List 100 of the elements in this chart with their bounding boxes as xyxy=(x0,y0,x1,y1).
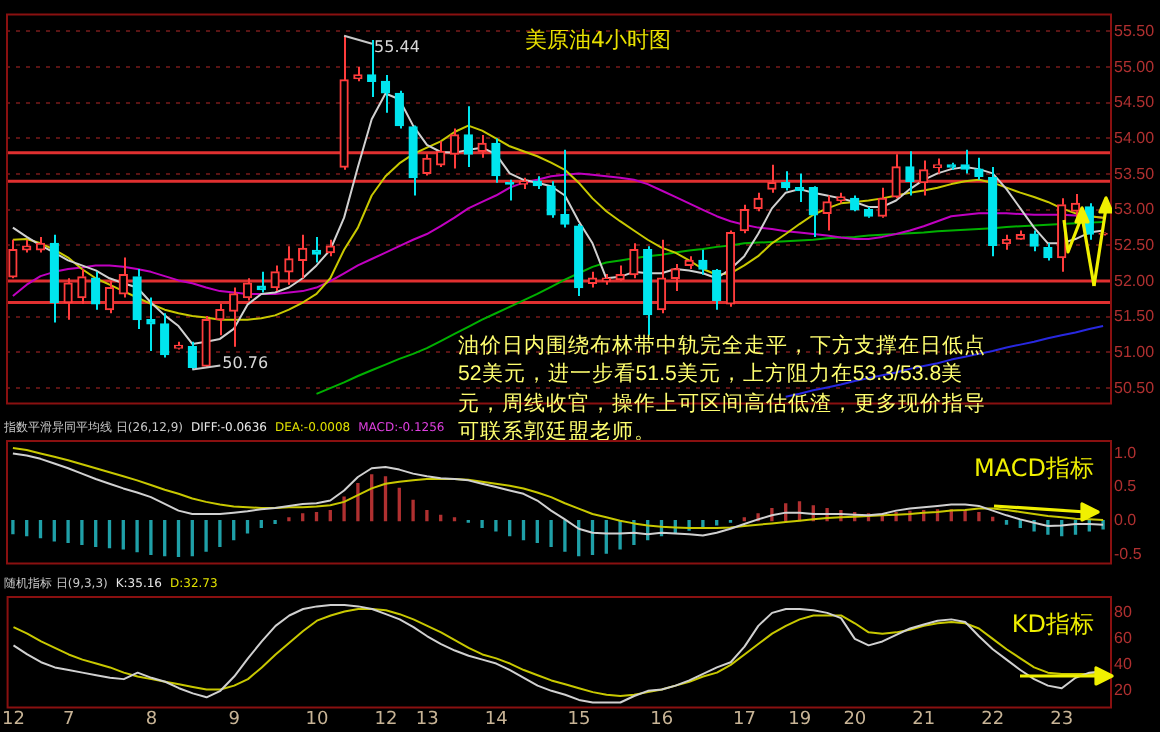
y-tick-label: -0.5 xyxy=(1114,544,1143,563)
candlestick xyxy=(877,186,887,217)
y-tick-label: 52.00 xyxy=(1114,271,1156,290)
y-tick-label: 51.50 xyxy=(1114,307,1156,326)
candlestick xyxy=(546,180,556,219)
y-tick-label: 0.0 xyxy=(1114,511,1138,530)
candlestick xyxy=(132,268,142,330)
candlestick xyxy=(118,256,128,299)
y-tick-label: 1.0 xyxy=(1114,443,1138,462)
candlestick xyxy=(946,161,956,171)
y-tick-label: 0.5 xyxy=(1114,477,1138,496)
y-tick-label: 20 xyxy=(1114,681,1133,700)
candlestick xyxy=(22,238,32,254)
candlestick xyxy=(822,194,832,232)
x-tick-label: 10 xyxy=(305,709,329,730)
x-tick-label: 13 xyxy=(415,709,439,730)
candlestick xyxy=(477,133,487,159)
x-tick-label: 14 xyxy=(484,709,509,730)
candlestick xyxy=(615,264,625,281)
y-tick-label: 55.50 xyxy=(1114,21,1156,40)
candlestick xyxy=(104,280,115,315)
candlestick xyxy=(270,264,280,293)
candlestick xyxy=(229,286,239,348)
candlestick xyxy=(49,233,59,324)
candlestick xyxy=(891,153,901,198)
candlestick xyxy=(739,203,749,235)
y-tick-label: 50.50 xyxy=(1114,378,1156,397)
y-tick-label: 60 xyxy=(1114,629,1133,648)
candlestick xyxy=(684,255,694,270)
candlestick xyxy=(574,223,584,298)
x-tick-label: 20 xyxy=(843,709,867,730)
x-tick-label: 12 xyxy=(2,709,25,730)
candlestick xyxy=(256,270,266,294)
candlestick xyxy=(187,340,197,371)
candlestick xyxy=(408,126,418,197)
x-tick-label: 12 xyxy=(374,709,398,730)
candlestick xyxy=(919,159,929,197)
candlestick xyxy=(394,89,404,130)
candlestick xyxy=(367,39,377,99)
candlestick xyxy=(422,153,432,177)
candlestick xyxy=(463,105,473,168)
y-tick-label: 51.00 xyxy=(1114,342,1156,361)
candlestick xyxy=(146,296,156,353)
candlestick xyxy=(284,245,294,286)
x-tick-label: 9 xyxy=(228,709,241,730)
annotation: 50.76 xyxy=(222,353,269,372)
y-tick-label: 55.00 xyxy=(1114,57,1156,76)
x-tick-label: 22 xyxy=(981,709,1005,730)
x-tick-label: 8 xyxy=(145,709,158,730)
candlestick xyxy=(160,312,170,359)
x-tick-label: 23 xyxy=(1050,709,1074,730)
candlestick xyxy=(1029,229,1039,253)
candlestick xyxy=(905,150,915,197)
x-tick-label: 7 xyxy=(62,709,75,730)
y-tick-label: 40 xyxy=(1114,655,1133,674)
candlestick xyxy=(8,238,18,278)
y-tick-label: 54.50 xyxy=(1114,93,1156,112)
candlestick xyxy=(201,315,211,367)
x-tick-label: 15 xyxy=(567,709,591,730)
x-tick-label: 17 xyxy=(733,709,756,730)
candlestick xyxy=(491,137,501,184)
candlestick xyxy=(643,245,653,337)
candlestick xyxy=(974,156,984,181)
candlestick xyxy=(339,34,349,171)
y-tick-label: 80 xyxy=(1114,603,1133,622)
candlestick xyxy=(629,242,639,280)
annotation: 55.44 xyxy=(374,37,420,56)
candlestick xyxy=(449,127,460,170)
candlestick xyxy=(863,205,874,217)
text: 美原油4小时图 xyxy=(525,27,671,54)
candlestick xyxy=(1057,197,1067,273)
candlestick xyxy=(1015,229,1025,240)
candlestick xyxy=(767,163,777,194)
candlestick xyxy=(753,191,763,213)
candlestick xyxy=(77,268,87,305)
candlestick xyxy=(794,172,805,203)
y-tick-label: 53.00 xyxy=(1114,200,1156,219)
candlestick xyxy=(1043,242,1053,262)
candlestick xyxy=(436,140,446,168)
candlestick xyxy=(698,248,708,276)
x-tick-label: 16 xyxy=(650,709,674,730)
candlestick xyxy=(670,263,680,293)
candlestick xyxy=(712,269,722,311)
y-tick-label: 53.50 xyxy=(1114,164,1156,183)
annotation: KD指标 xyxy=(1011,610,1094,639)
y-tick-label: 54.00 xyxy=(1114,128,1156,147)
candlestick xyxy=(298,233,308,280)
candlestick xyxy=(215,302,225,337)
x-tick-label: 21 xyxy=(912,709,936,730)
candlestick xyxy=(560,148,570,229)
candlestick xyxy=(656,238,667,315)
candlestick xyxy=(91,270,101,311)
annotation: MACD指标 xyxy=(974,454,1094,483)
candlestick xyxy=(988,165,998,258)
candlestick xyxy=(725,229,736,308)
candlestick xyxy=(960,148,970,175)
candlestick xyxy=(63,277,73,321)
x-tick-label: 19 xyxy=(788,709,812,730)
y-tick-label: 52.50 xyxy=(1114,235,1156,254)
candlestick xyxy=(808,187,818,238)
